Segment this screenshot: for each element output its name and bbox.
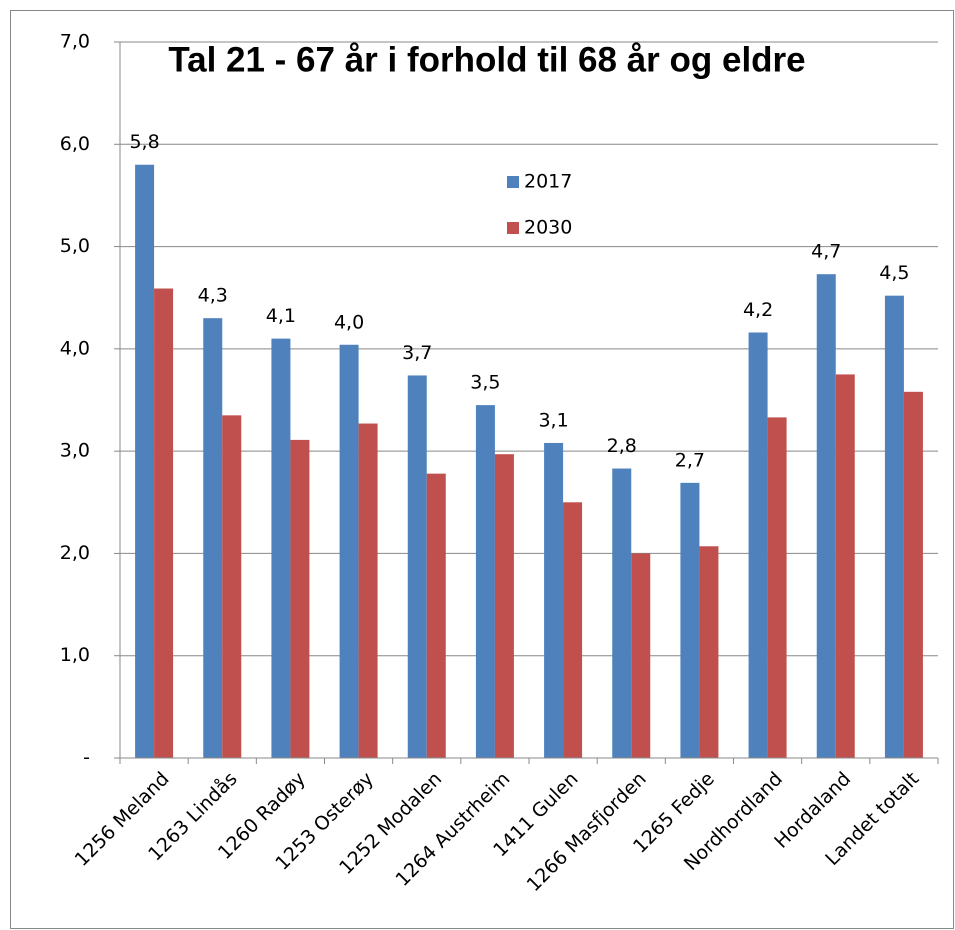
value-label: 3,7 bbox=[402, 342, 432, 364]
bar bbox=[748, 332, 768, 758]
legend-label: 2017 bbox=[524, 171, 572, 193]
bar bbox=[203, 318, 223, 758]
y-tick-label: 6,0 bbox=[60, 133, 90, 155]
y-tick-label: 2,0 bbox=[60, 542, 90, 564]
y-tick-label: 3,0 bbox=[60, 440, 90, 462]
y-tick-label: 7,0 bbox=[60, 31, 90, 53]
bar bbox=[407, 375, 427, 758]
value-label: 4,3 bbox=[198, 285, 228, 307]
y-tick-label: - bbox=[83, 747, 90, 769]
y-tick-label: 4,0 bbox=[60, 337, 90, 359]
bar bbox=[699, 546, 719, 758]
bar bbox=[271, 338, 291, 758]
bar bbox=[222, 415, 242, 758]
bar bbox=[884, 295, 904, 758]
bar bbox=[154, 288, 174, 758]
value-label: 4,2 bbox=[743, 299, 773, 321]
value-label: 3,1 bbox=[538, 409, 568, 431]
bar bbox=[767, 417, 787, 758]
bar bbox=[816, 274, 836, 758]
bar bbox=[563, 502, 583, 758]
bar bbox=[680, 482, 700, 758]
bar bbox=[426, 473, 446, 758]
bar bbox=[631, 553, 651, 758]
value-label: 2,8 bbox=[607, 435, 637, 457]
y-tick-label: 5,0 bbox=[60, 235, 90, 257]
value-label: 4,7 bbox=[811, 241, 841, 263]
value-label: 4,1 bbox=[266, 305, 296, 327]
value-label: 4,5 bbox=[879, 262, 909, 284]
bar bbox=[135, 164, 155, 758]
bar bbox=[835, 374, 855, 758]
y-tick-label: 1,0 bbox=[60, 644, 90, 666]
bar bbox=[339, 344, 359, 758]
bar bbox=[903, 391, 923, 758]
value-label: 5,8 bbox=[129, 131, 159, 153]
bar bbox=[290, 439, 310, 758]
legend-label: 2030 bbox=[524, 217, 572, 239]
bar bbox=[612, 468, 632, 758]
value-label: 2,7 bbox=[675, 449, 705, 471]
bar bbox=[494, 454, 514, 758]
value-label: 4,0 bbox=[334, 311, 364, 333]
value-label: 3,5 bbox=[470, 372, 500, 394]
legend-swatch bbox=[507, 176, 519, 188]
bar bbox=[358, 423, 378, 758]
bar bbox=[544, 442, 564, 758]
chart-title: Tal 21 - 67 år i forhold til 68 år og el… bbox=[168, 40, 805, 79]
bar bbox=[475, 405, 495, 758]
legend-swatch bbox=[507, 222, 519, 234]
